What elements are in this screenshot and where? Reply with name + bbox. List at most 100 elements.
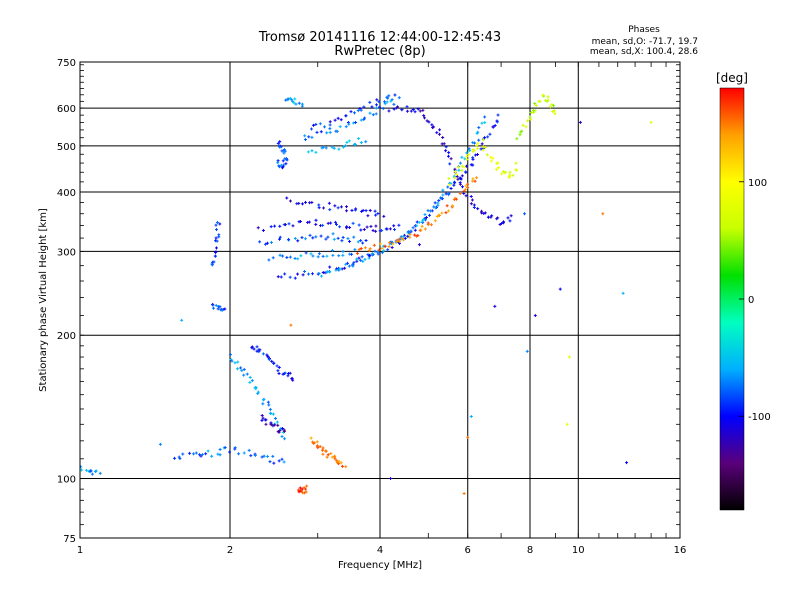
- data-point: [395, 106, 399, 110]
- data-point: [401, 238, 405, 242]
- data-point: [537, 99, 541, 103]
- data-point: [331, 253, 335, 257]
- data-point: [363, 257, 367, 261]
- data-point: [211, 303, 215, 307]
- data-point: [287, 237, 291, 241]
- data-point: [363, 246, 367, 250]
- data-point: [191, 452, 195, 456]
- data-point: [288, 371, 292, 375]
- data-point: [214, 236, 218, 240]
- data-point: [477, 138, 481, 142]
- data-point: [465, 157, 469, 161]
- data-point: [364, 140, 368, 144]
- data-point: [462, 165, 466, 169]
- data-point: [330, 145, 334, 149]
- data-point: [362, 105, 366, 109]
- data-point: [485, 153, 489, 157]
- data-point: [352, 235, 356, 239]
- data-point: [326, 235, 330, 239]
- data-point: [390, 240, 394, 244]
- data-point: [511, 173, 515, 177]
- data-point: [353, 248, 357, 252]
- data-point: [357, 256, 361, 260]
- data-point: [302, 486, 306, 490]
- data-point: [288, 275, 292, 279]
- data-point: [262, 454, 266, 458]
- data-point: [518, 133, 522, 137]
- data-point: [261, 402, 265, 406]
- data-point: [427, 120, 431, 124]
- data-point: [342, 145, 346, 149]
- data-point: [304, 251, 308, 255]
- data-point: [411, 226, 415, 230]
- data-point: [90, 472, 94, 476]
- data-point: [441, 193, 445, 197]
- data-point: [325, 254, 329, 258]
- data-point: [480, 121, 484, 125]
- data-point: [303, 237, 307, 241]
- data-point: [456, 165, 460, 169]
- data-point: [250, 345, 254, 349]
- data-point: [406, 230, 410, 234]
- data-point: [255, 345, 259, 349]
- data-point: [440, 196, 444, 200]
- data-point: [336, 206, 340, 210]
- data-point: [358, 106, 362, 110]
- data-point: [452, 183, 456, 187]
- data-point: [308, 233, 312, 237]
- data-point: [237, 452, 241, 456]
- data-point: [268, 460, 272, 464]
- data-point: [400, 108, 404, 112]
- data-point: [328, 130, 332, 134]
- data-point: [544, 99, 548, 103]
- data-point: [348, 226, 352, 230]
- data-point: [283, 149, 287, 153]
- data-point: [355, 251, 359, 255]
- data-point: [280, 166, 284, 170]
- data-point: [359, 141, 363, 145]
- data-point: [427, 213, 431, 217]
- data-point: [368, 208, 372, 212]
- data-point: [400, 236, 404, 240]
- data-point: [297, 101, 301, 105]
- data-point: [277, 372, 281, 376]
- data-point: [364, 209, 368, 213]
- data-point: [248, 375, 252, 379]
- data-point: [273, 224, 277, 228]
- data-point: [426, 223, 430, 227]
- data-point: [80, 465, 83, 469]
- data-point: [283, 272, 287, 276]
- data-point: [447, 176, 451, 180]
- data-point: [383, 100, 387, 104]
- data-point: [279, 145, 283, 149]
- data-point: [335, 129, 339, 133]
- data-point: [278, 253, 282, 257]
- data-point: [361, 259, 365, 263]
- data-point: [277, 237, 281, 241]
- data-point: [625, 461, 629, 465]
- data-point: [228, 450, 232, 454]
- data-point: [217, 235, 221, 239]
- data-point: [300, 202, 304, 206]
- data-point: [419, 228, 423, 232]
- data-point: [489, 159, 493, 163]
- data-point: [480, 142, 484, 146]
- data-point: [261, 352, 265, 356]
- data-point: [260, 413, 264, 417]
- data-point: [200, 453, 204, 457]
- data-point: [524, 125, 528, 129]
- data-point: [282, 437, 286, 441]
- data-point: [223, 307, 227, 311]
- data-point: [276, 159, 280, 163]
- data-point: [476, 130, 480, 134]
- data-point: [476, 146, 480, 150]
- data-point: [325, 131, 329, 135]
- data-point: [233, 447, 237, 451]
- data-point: [210, 454, 214, 458]
- data-point: [351, 121, 355, 125]
- data-point: [266, 400, 270, 404]
- data-point: [359, 258, 363, 262]
- data-point: [361, 208, 365, 212]
- data-point: [463, 188, 467, 192]
- data-point: [370, 105, 374, 109]
